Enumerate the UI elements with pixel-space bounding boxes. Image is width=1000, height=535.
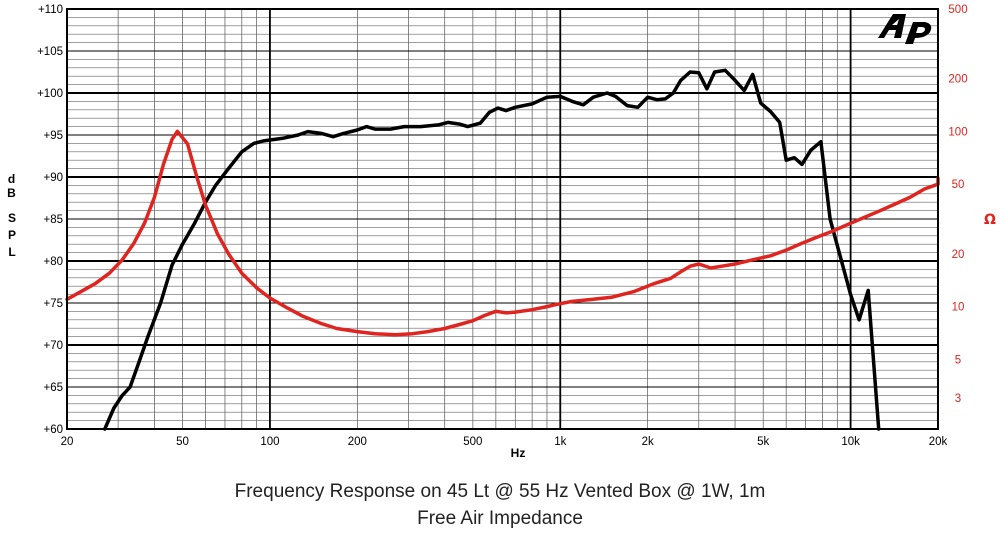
y-axis-right-label: Ω (984, 212, 996, 228)
x-axis-ticks: 20 50 100 200 500 1k 2k 5k 10k 20k (61, 436, 948, 448)
y-right-tick-label: 500 (948, 4, 967, 16)
x-tick-label: 100 (260, 436, 279, 448)
x-axis-label: Hz (511, 446, 526, 460)
chart-subtitle: Free Air Impedance (417, 508, 583, 529)
chart-title: Frequency Response on 45 Lt @ 55 Hz Vent… (234, 481, 766, 502)
x-tick-label: 500 (463, 436, 482, 448)
y-left-tick-label: +70 (43, 340, 63, 352)
plot-frame (66, 8, 939, 430)
series-layer (65, 68, 940, 431)
x-tick-label: 10k (841, 436, 860, 448)
y-right-tick-label: 5 (955, 354, 961, 366)
y-left-tick-label: +75 (43, 298, 63, 310)
y-left-tick-label: +100 (37, 88, 63, 100)
y-right-tick-label: 20 (952, 249, 965, 261)
y-right-tick-label: 3 (955, 393, 961, 405)
left-axis-ticks: +60 +65 +70 +75 +80 +85 +90 +95 +100 +105 +110 (37, 4, 63, 436)
y-left-tick-label: +90 (43, 172, 63, 184)
y-right-tick-label: 100 (948, 126, 967, 138)
right-axis-ticks: 3 5 10 20 50 100 200 500 (948, 4, 967, 405)
y-left-tick-label: +80 (43, 256, 63, 268)
x-tick-label: 50 (176, 436, 189, 448)
spl-series-line (103, 68, 881, 431)
x-tick-label: 2k (642, 436, 654, 448)
x-tick-label: 20k (929, 436, 948, 448)
impedance-series-line (65, 129, 940, 337)
x-tick-label: 5k (757, 436, 769, 448)
major-grid (67, 8, 938, 430)
x-tick-label: 200 (348, 436, 367, 448)
y-left-tick-label: +105 (37, 46, 63, 58)
y-left-tick-label: +110 (38, 4, 63, 16)
x-tick-label: 1k (554, 436, 566, 448)
y-left-tick-label: +60 (43, 424, 63, 436)
x-tick-label: 20 (61, 436, 74, 448)
y-right-tick-label: 10 (952, 302, 965, 314)
y-left-tick-label: +85 (43, 214, 63, 226)
ap-logo (878, 14, 932, 44)
y-right-tick-label: 50 (952, 179, 965, 191)
y-right-tick-label: 200 (948, 74, 967, 86)
y-left-tick-label: +95 (43, 130, 63, 142)
y-left-tick-label: +65 (43, 382, 63, 394)
frequency-response-chart: +60 +65 +70 +75 +80 +85 +90 +95 +100 +105 +110 3 5 1… (7, 4, 996, 460)
